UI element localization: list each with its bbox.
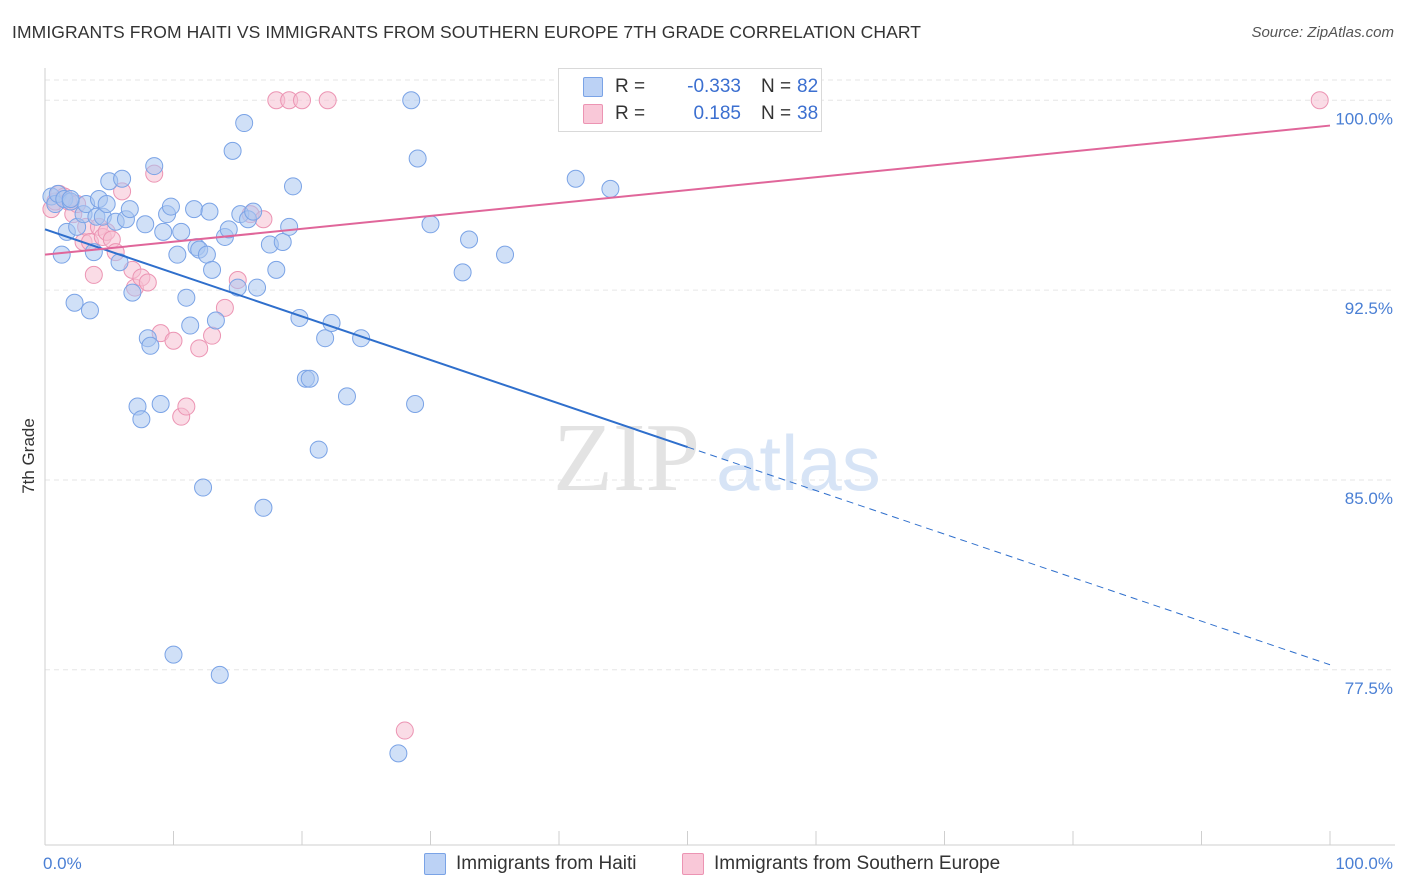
haiti-point [406, 395, 425, 414]
bottom-legend-label-haiti: Immigrants from Haiti [456, 853, 637, 874]
haiti-point [164, 645, 183, 664]
southern-europe-point [203, 326, 222, 345]
haiti-point [168, 245, 187, 264]
haiti-point [80, 301, 99, 320]
haiti-point [161, 197, 180, 216]
southern-europe-point [84, 265, 103, 284]
haiti-point [141, 336, 160, 355]
southern-europe-point [215, 298, 234, 317]
haiti-point [223, 141, 242, 160]
haiti-point [219, 220, 238, 239]
southern-europe-point [293, 91, 311, 110]
haiti-point [309, 440, 328, 459]
legend-n-label: N = [761, 103, 792, 124]
grid-layer [45, 79, 1395, 671]
chart-source: Source: ZipAtlas.com [1251, 24, 1394, 41]
haiti-point [197, 245, 216, 264]
bottom-legend-label-southern-europe: Immigrants from Southern Europe [714, 853, 1001, 874]
y-tick-label: 100.0% [1335, 109, 1393, 128]
haiti-point [120, 200, 139, 219]
haiti-trend-line [44, 228, 688, 448]
haiti-point [132, 410, 151, 429]
legend-r-label: R = [615, 76, 646, 97]
bottom-legend-swatch-haiti [424, 853, 446, 875]
haiti-point [113, 169, 132, 188]
watermark-atlas: atlas [716, 419, 881, 507]
label-layer: 77.5% 85.0% 92.5% 100.0% 0.0% 100.0% 7th Grade [19, 109, 1393, 873]
southern-europe-point [138, 273, 157, 292]
haiti-point [267, 260, 286, 279]
haiti-point [280, 217, 299, 236]
southern-europe-point [1310, 91, 1329, 110]
haiti-point [203, 260, 222, 279]
correlation-legend: R = -0.333 N = 82 R = 0.185 N = 38 [558, 68, 822, 132]
haiti-point [154, 222, 173, 241]
haiti-point [200, 202, 219, 221]
southern-europe-point [177, 397, 196, 416]
y-tick-label: 77.5% [1345, 679, 1393, 698]
bottom-legend-swatch-southern-europe [682, 853, 704, 875]
haiti-point [185, 200, 204, 219]
southern-europe-point [395, 721, 414, 740]
southern-europe-trend-line [44, 124, 1331, 256]
legend-r-value-haiti: -0.333 [687, 76, 741, 97]
haiti-point [181, 316, 200, 335]
haiti-point [61, 189, 80, 208]
y-tick-label: 85.0% [1345, 489, 1393, 508]
watermark: ZIP atlas [553, 404, 881, 512]
haiti-point [402, 91, 421, 110]
haiti-point [254, 498, 273, 517]
x-tick-label: 0.0% [43, 854, 82, 873]
legend-n-value-haiti: 82 [797, 76, 819, 97]
legend-r-value-southern-europe: 0.185 [693, 103, 741, 124]
haiti-point [244, 202, 263, 221]
haiti-point [194, 478, 213, 497]
haiti-point [337, 387, 356, 406]
haiti-trend-line-extension [687, 446, 1331, 666]
haiti-point [352, 329, 371, 348]
watermark-zip: ZIP [553, 404, 700, 512]
southern-europe-point [190, 339, 209, 358]
legend-n-value-southern-europe: 38 [797, 103, 819, 124]
southern-europe-point [318, 91, 337, 110]
haiti-point [65, 293, 84, 312]
haiti-point [496, 245, 515, 264]
haiti-point [248, 278, 267, 297]
haiti-point [460, 230, 479, 249]
chart-title: IMMIGRANTS FROM HAITI VS IMMIGRANTS FROM… [12, 22, 922, 42]
x-tick-label: 100.0% [1335, 854, 1393, 873]
legend-r-label: R = [615, 103, 646, 124]
haiti-point [151, 395, 170, 414]
haiti-point [421, 215, 440, 234]
haiti-point [389, 744, 408, 763]
haiti-point [177, 288, 196, 307]
haiti-point [284, 177, 303, 196]
haiti-point [408, 149, 427, 168]
haiti-point [97, 195, 116, 214]
haiti-point [235, 114, 254, 133]
trend-layer [44, 124, 1331, 666]
haiti-point [210, 665, 229, 684]
haiti-point [566, 169, 585, 188]
southern-europe-point [164, 331, 183, 350]
legend-swatch-haiti [583, 77, 603, 97]
y-axis-title: 7th Grade [19, 418, 38, 494]
y-tick-label: 92.5% [1345, 299, 1393, 318]
haiti-point [601, 179, 620, 198]
haiti-point [172, 222, 191, 241]
haiti-point [300, 369, 319, 388]
haiti-point [145, 157, 164, 176]
legend-n-label: N = [761, 76, 792, 97]
legend-swatch-southern-europe [583, 104, 603, 124]
haiti-point [52, 245, 71, 264]
haiti-point [228, 278, 247, 297]
haiti-point [453, 263, 472, 282]
haiti-point [273, 233, 292, 252]
haiti-point [316, 329, 335, 348]
haiti-point [206, 311, 225, 330]
haiti-point [123, 283, 142, 302]
haiti-point [136, 215, 155, 234]
points-layer [42, 91, 1329, 763]
